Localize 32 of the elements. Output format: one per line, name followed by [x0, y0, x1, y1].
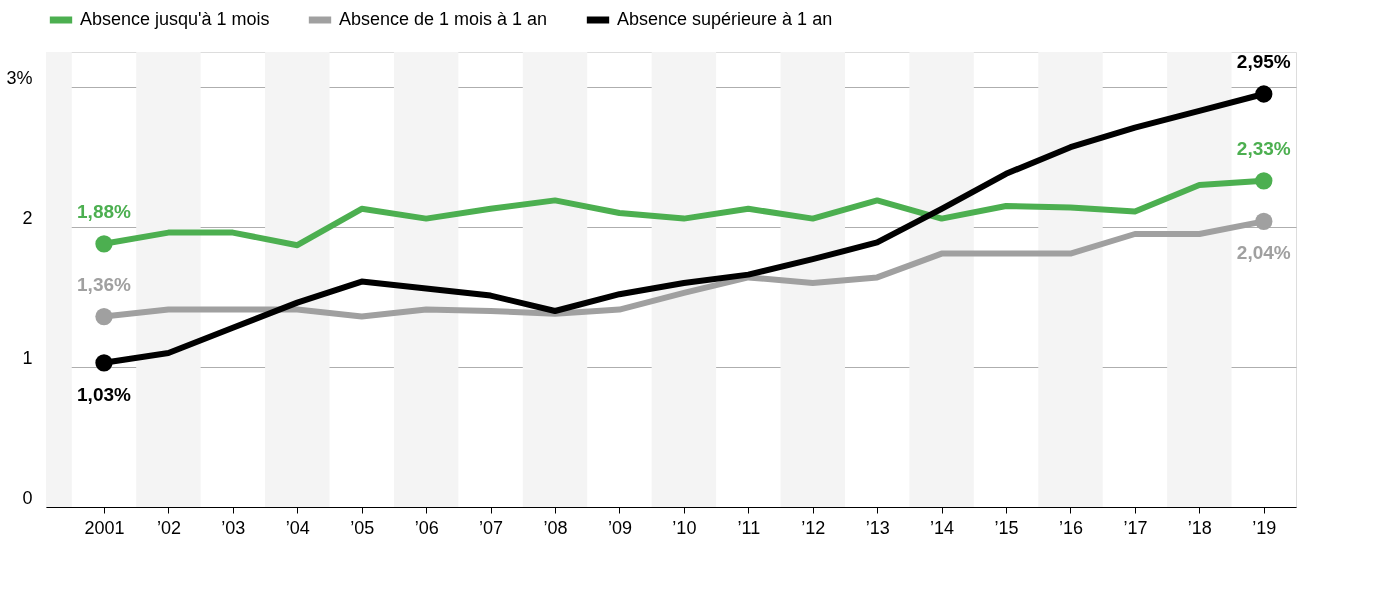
x-tick-label: ’08	[543, 517, 568, 538]
data-label: 1,88%	[77, 200, 132, 222]
y-tick-label: 1	[22, 347, 33, 368]
x-tick-label: ’12	[801, 517, 826, 538]
x-tick-label: ’06	[414, 517, 439, 538]
legend-label: Absence de 1 mois à 1 an	[339, 9, 548, 29]
data-label: 2,95%	[1236, 51, 1291, 72]
x-tick-label: ’18	[1187, 517, 1212, 538]
legend-label: Absence jusqu'à 1 mois	[80, 9, 270, 29]
x-tick-label: ’19	[1252, 517, 1277, 538]
y-tick-label: 3%	[6, 67, 33, 88]
x-tick-label: ’05	[350, 517, 375, 538]
x-tick-label: ’09	[607, 517, 632, 538]
data-label: 1,03%	[77, 383, 132, 405]
x-tick-label: ’10	[672, 517, 697, 538]
x-tick-label: ’03	[221, 517, 246, 538]
data-label: 2,33%	[1236, 137, 1291, 159]
data-label: 1,36%	[77, 273, 132, 295]
x-tick-label: ’13	[865, 517, 890, 538]
x-tick-label: ’11	[737, 517, 761, 538]
x-tick-label: ’07	[479, 517, 504, 538]
x-tick-label: ’04	[285, 517, 310, 538]
x-tick-label: ’17	[1123, 517, 1148, 538]
x-tick-label: ’14	[930, 517, 955, 538]
x-tick-label: ’16	[1058, 517, 1083, 538]
y-tick-label: 0	[22, 487, 33, 508]
x-tick-label: ’15	[994, 517, 1019, 538]
legend-label: Absence supérieure à 1 an	[617, 9, 833, 29]
data-label: 2,04%	[1236, 242, 1291, 264]
x-tick-label: 2001	[84, 517, 125, 538]
y-tick-label: 2	[22, 207, 33, 228]
x-tick-label: ’02	[156, 517, 181, 538]
